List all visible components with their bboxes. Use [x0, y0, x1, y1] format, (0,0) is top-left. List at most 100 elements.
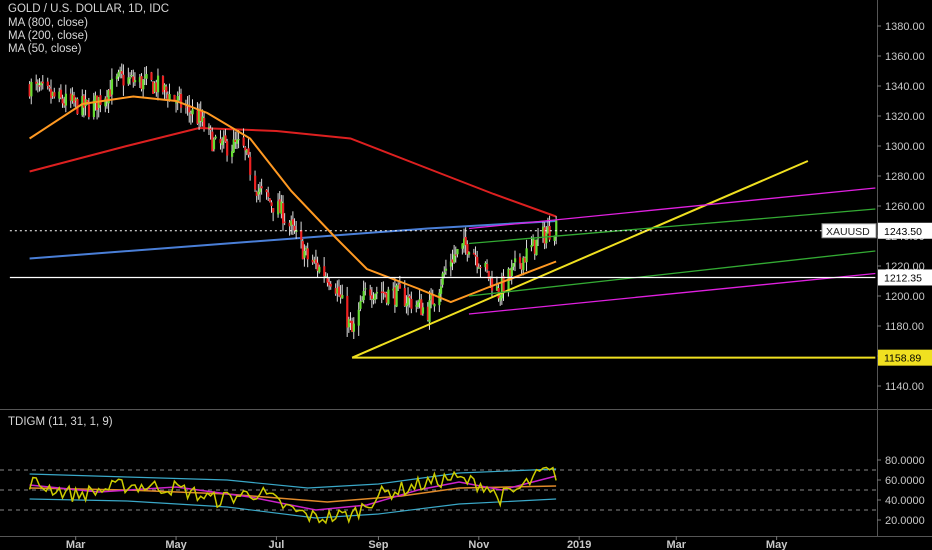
candle-body — [133, 80, 137, 83]
candle-body — [444, 268, 448, 271]
last-price-tag-label: 1243.50 — [884, 226, 922, 238]
candle-body — [490, 278, 494, 291]
candle-body — [74, 98, 77, 101]
candle-body — [357, 309, 360, 326]
candle-body — [420, 299, 423, 316]
candle-body — [359, 301, 362, 309]
candle-body — [548, 225, 551, 240]
candle-body — [48, 86, 51, 89]
price-series[interactable] — [9, 63, 876, 525]
support-tag-label: 1212.35 — [884, 272, 922, 284]
candle-body — [203, 117, 206, 130]
candle-body — [397, 285, 400, 287]
candle-body — [50, 89, 53, 98]
y-tick-label: 1180.00 — [885, 321, 924, 333]
candle-body — [313, 259, 316, 262]
candle-body — [232, 139, 235, 153]
uptrend-line[interactable] — [351, 160, 809, 359]
candle-body — [207, 126, 211, 128]
candle-body — [395, 285, 398, 307]
candle-body — [382, 291, 385, 293]
candle-body — [360, 300, 364, 302]
last-price-tag-symbol: XAUUSD — [826, 226, 870, 238]
candle-body — [188, 105, 191, 113]
candle-body — [290, 220, 293, 226]
candle-body — [110, 78, 114, 95]
x-tick-label: 2019 — [567, 539, 591, 550]
candle-body — [533, 240, 536, 254]
channel-lower-line[interactable] — [468, 272, 876, 315]
candle-body — [486, 263, 489, 270]
candle-body — [237, 139, 240, 141]
channel-green-lower-line[interactable] — [468, 250, 876, 297]
candle-body — [242, 137, 245, 146]
low-tag-label: 1158.89 — [884, 353, 921, 365]
candle-body — [408, 295, 411, 299]
candle-body — [512, 263, 515, 267]
candle-body — [415, 305, 418, 307]
candle-body — [132, 76, 135, 83]
candle-body — [249, 156, 252, 175]
candle-body — [428, 300, 431, 323]
candle-body — [128, 77, 132, 79]
candle-body — [426, 306, 430, 321]
candle-body — [168, 94, 171, 101]
candle-body — [265, 189, 268, 193]
candle-body — [165, 86, 168, 93]
candle-body — [267, 192, 270, 197]
candle-body — [431, 294, 434, 305]
candle-body — [502, 276, 505, 294]
candle-body — [520, 263, 523, 270]
candle-body — [219, 138, 222, 144]
candle-body — [439, 286, 443, 294]
candle-body — [245, 149, 249, 153]
candle-body — [479, 266, 482, 268]
candle-body — [92, 100, 95, 118]
candle-body — [184, 106, 188, 108]
ind-y-tick-label: 20.0000 — [885, 515, 925, 527]
candle-body — [443, 272, 446, 274]
channel-upper-line[interactable] — [468, 187, 876, 230]
candle-body — [300, 230, 303, 240]
ind-y-tick-label: 80.0000 — [885, 455, 925, 467]
candle-body — [119, 70, 122, 72]
candle-body — [283, 221, 286, 223]
candle-body — [198, 110, 201, 123]
candle-body — [456, 249, 459, 255]
candle-body — [347, 319, 351, 328]
channel-green-upper-line[interactable] — [468, 208, 876, 245]
candle-body — [410, 298, 413, 309]
candle-body — [318, 266, 321, 273]
y-tick-label: 1300.00 — [885, 141, 925, 153]
candle-body — [28, 84, 31, 97]
candle-body — [341, 295, 344, 299]
candle-body — [173, 94, 176, 102]
candle-body — [499, 296, 502, 301]
ma50-line — [29, 95, 557, 304]
tdi-price-line — [28, 466, 557, 525]
candle-body — [254, 175, 257, 190]
candle-body — [120, 71, 123, 74]
candle-body — [212, 139, 216, 150]
x-tick-label: May — [766, 539, 788, 550]
candle-body — [323, 266, 326, 277]
candle-body — [326, 278, 329, 283]
candle-body — [87, 104, 91, 117]
candle-body — [140, 76, 143, 89]
last-price-tag-symbol-box — [821, 223, 877, 239]
candle-body — [418, 299, 421, 303]
candle-body — [476, 256, 479, 267]
candle-body — [94, 95, 97, 102]
candle-body — [122, 74, 125, 86]
candle-body — [280, 201, 283, 214]
support-tag-box — [878, 269, 932, 286]
candle-body — [387, 289, 390, 304]
x-tick-label: Jul — [268, 539, 284, 550]
candle-body — [530, 245, 533, 248]
candle-body — [127, 77, 130, 84]
candle-body — [523, 257, 527, 263]
candle-body — [405, 303, 408, 307]
candle-body — [535, 239, 538, 256]
y-tick-label: 1280.00 — [885, 171, 925, 183]
